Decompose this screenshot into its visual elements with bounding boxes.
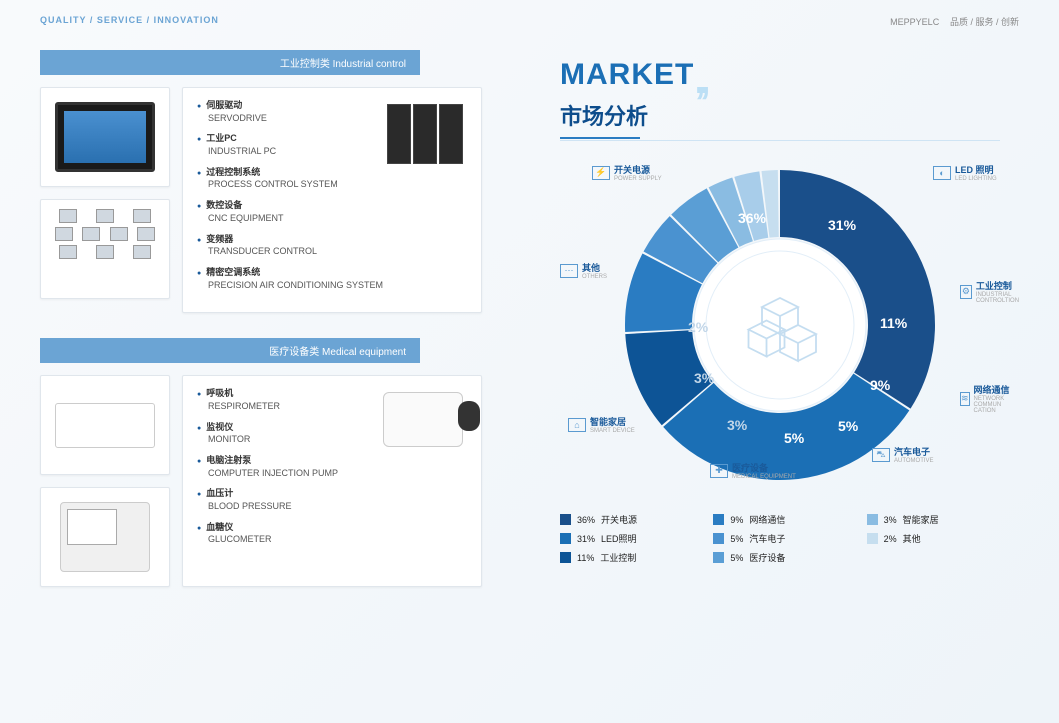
left-page: QUALITY / SERVICE / INNOVATION 工业控制类 Ind… <box>0 0 530 723</box>
list-item: 电脑注射泵COMPUTER INJECTION PUMP <box>197 455 467 479</box>
tag-icon: ✚ <box>710 464 728 478</box>
segment-percent: 5% <box>784 430 804 446</box>
industrial-cards: 伺服驱动SERVODRIVE工业PCINDUSTRIAL PC过程控制系统PRO… <box>40 87 500 313</box>
legend-swatch <box>713 533 724 544</box>
segment-percent: 36% <box>738 210 766 226</box>
legend-label: 网络通信 <box>749 513 785 526</box>
segment-percent: 3% <box>694 370 714 386</box>
legend-pct: 11% <box>577 553 594 563</box>
legend-swatch <box>713 552 724 563</box>
legend-swatch <box>560 552 571 563</box>
chart-tag: ≋网络通信NETWORK COMMUN CATION <box>960 383 1013 414</box>
list-item: 数控设备CNC EQUIPMENT <box>197 200 467 224</box>
donut-chart: 36% 31% 11% 9% 5% 5% 3% 3% 2% ⚡开关电源POWER SUPPLY ◐… <box>560 155 1000 505</box>
tag-icon: ⛍ <box>872 448 890 462</box>
legend-item: 5% 医疗设备 <box>713 551 846 564</box>
legend-pct: 31% <box>577 534 595 544</box>
legend-item: 9% 网络通信 <box>713 513 846 526</box>
diagram-illustration <box>50 209 160 289</box>
chart-tag: ⚡开关电源POWER SUPPLY <box>592 163 662 182</box>
legend: 36% 开关电源 9% 网络通信 3% 智能家居 31% LED照明 5% 汽车电子 2% 其他 11%… <box>560 513 1000 564</box>
servo-illustration <box>387 104 463 164</box>
legend-pct: 5% <box>730 534 743 544</box>
legend-item: 11% 工业控制 <box>560 551 693 564</box>
tag-icon: ◐ <box>933 166 951 180</box>
legend-label: 医疗设备 <box>749 551 785 564</box>
chart-tag: ⋯其他OTHERS <box>560 261 607 280</box>
legend-label: 汽车电子 <box>749 532 785 545</box>
segment-percent: 3% <box>727 417 747 433</box>
tag-icon: ≋ <box>960 392 970 406</box>
pc-illustration <box>55 102 155 172</box>
list-item: 精密空调系统PRECISION AIR CONDITIONING SYSTEM <box>197 267 467 291</box>
medical-img-resp <box>40 375 170 475</box>
bp-illustration <box>383 392 463 447</box>
medical-list-card: 呼吸机RESPIROMETER监视仪MONITOR电脑注射泵COMPUTER I… <box>182 375 482 587</box>
right-page: MEPPYELC 品质 / 服务 / 创新 MARKET,, 市场分析 <box>530 0 1059 723</box>
legend-label: LED照明 <box>601 532 637 545</box>
list-item: 变频器TRANSDUCER CONTROL <box>197 234 467 258</box>
legend-swatch <box>560 514 571 525</box>
divider <box>560 137 640 141</box>
legend-item: 5% 汽车电子 <box>713 532 846 545</box>
chart-tag: ⛍汽车电子AUTOMOTIVE <box>872 445 934 464</box>
list-item: 过程控制系统PROCESS CONTROL SYSTEM <box>197 167 467 191</box>
brand-logo: MEPPYELC <box>890 17 939 27</box>
segment-percent: 2% <box>688 319 708 335</box>
legend-swatch <box>713 514 724 525</box>
industrial-img-diagram <box>40 199 170 299</box>
legend-label: 智能家居 <box>903 513 939 526</box>
chart-tag: ⚙工业控制INDUSTRIAL CONTROLTION <box>960 279 1025 304</box>
market-title: MARKET,, 市场分析 <box>560 58 1019 131</box>
respirometer-illustration <box>55 403 155 448</box>
legend-item: 36% 开关电源 <box>560 513 693 526</box>
section-bar-industrial: 工业控制类 Industrial control <box>40 50 420 75</box>
segment-percent: 31% <box>828 217 856 233</box>
legend-item: 2% 其他 <box>867 532 1000 545</box>
tag-icon: ⚙ <box>960 285 972 299</box>
legend-swatch <box>867 533 878 544</box>
quote-icon: ,, <box>694 58 704 102</box>
chart-tag: ◐LED 照明LED LIGHTING <box>933 163 997 182</box>
segment-percent: 5% <box>838 418 858 434</box>
tag-icon: ⋯ <box>560 264 578 278</box>
legend-pct: 9% <box>730 515 743 525</box>
monitor-illustration <box>60 502 150 572</box>
chart-tag: ⌂智能家居SMART DEVICE <box>568 415 635 434</box>
legend-pct: 2% <box>884 534 897 544</box>
tagline: QUALITY / SERVICE / INNOVATION <box>40 15 500 25</box>
legend-label: 开关电源 <box>601 513 637 526</box>
list-item: 血糖仪GLUCOMETER <box>197 522 467 546</box>
legend-pct: 36% <box>577 515 595 525</box>
legend-pct: 5% <box>730 553 743 563</box>
section-bar-medical: 医疗设备类 Medical equipment <box>40 338 420 363</box>
chart-tag: ✚医疗设备MEDICAL EQUIPMENT <box>710 461 796 480</box>
segment-percent: 11% <box>880 315 907 331</box>
market-title-cn: 市场分析 <box>560 99 1019 131</box>
legend-item: 3% 智能家居 <box>867 513 1000 526</box>
legend-swatch <box>867 514 878 525</box>
legend-swatch <box>560 533 571 544</box>
legend-label: 其他 <box>903 532 921 545</box>
industrial-img-pc <box>40 87 170 187</box>
industrial-list-card: 伺服驱动SERVODRIVE工业PCINDUSTRIAL PC过程控制系统PRO… <box>182 87 482 313</box>
segment-percent: 9% <box>870 377 890 393</box>
legend-pct: 3% <box>884 515 897 525</box>
brand: MEPPYELC 品质 / 服务 / 创新 <box>560 15 1019 28</box>
legend-label: 工业控制 <box>600 551 636 564</box>
tag-icon: ⚡ <box>592 166 610 180</box>
brand-sub: 品质 / 服务 / 创新 <box>950 17 1019 27</box>
medical-cards: 呼吸机RESPIROMETER监视仪MONITOR电脑注射泵COMPUTER I… <box>40 375 500 587</box>
legend-item: 31% LED照明 <box>560 532 693 545</box>
market-title-en: MARKET <box>560 58 694 91</box>
tag-icon: ⌂ <box>568 418 586 432</box>
list-item: 血压计BLOOD PRESSURE <box>197 488 467 512</box>
medical-img-monitor <box>40 487 170 587</box>
